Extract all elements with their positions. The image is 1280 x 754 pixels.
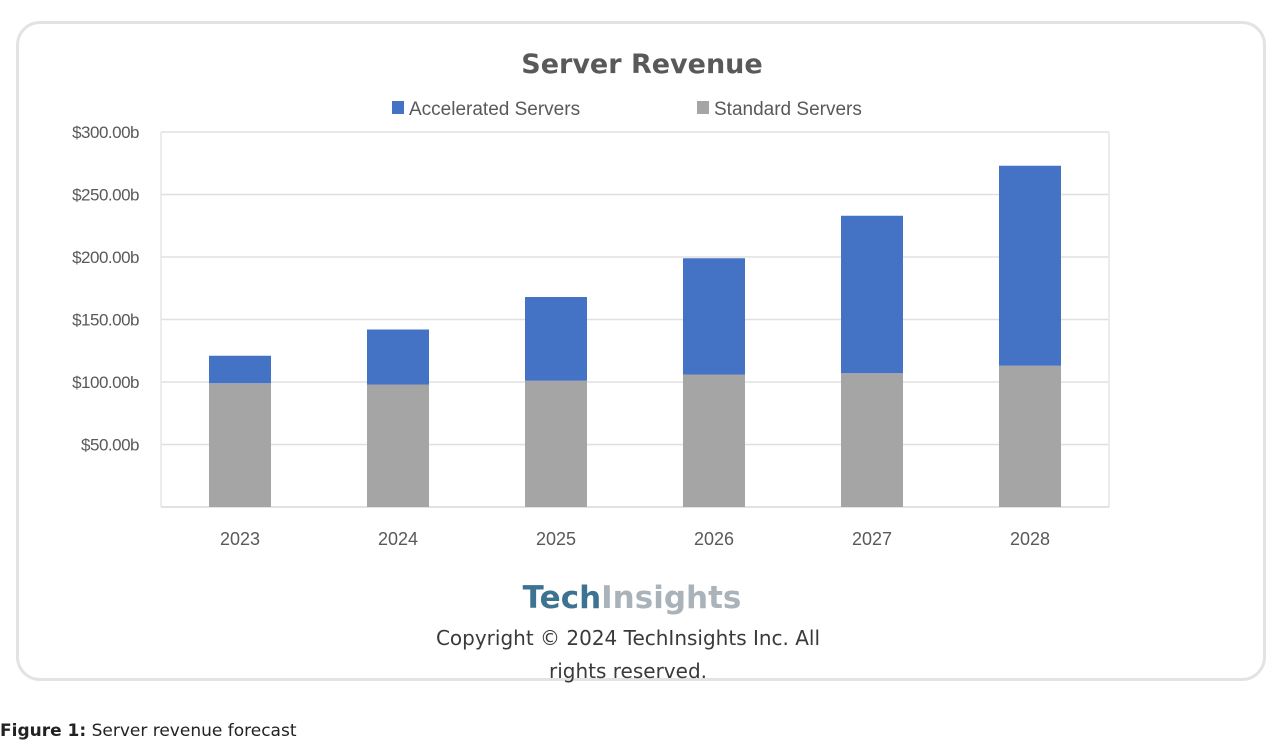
bar-accelerated-servers-2027 [841,215,903,374]
techinsights-logo: TechInsights [0,580,1264,616]
x-tick-label: 2026 [694,529,734,549]
legend-item-standard-servers: Standard Servers [697,99,862,120]
bar-standard-servers-2023 [209,383,271,507]
x-tick-label: 2027 [852,529,892,549]
y-tick-label: $200.00b [72,248,139,267]
caption-text: Server revenue forecast [86,721,297,741]
bar-accelerated-servers-2026 [683,258,745,375]
logo-tech: Tech [522,580,602,616]
logo-insights: Insights [601,580,742,616]
bar-standard-servers-2027 [841,373,903,507]
y-axis: $50.00b $100.00b $150.00b $200.00b $250.00b $… [72,123,139,455]
bar-accelerated-servers-2023 [209,355,271,384]
chart-title: Server Revenue [521,49,762,80]
copyright-line-1: Copyright © 2024 TechInsights Inc. All [435,626,821,650]
y-tick-label: $100.00b [72,373,139,392]
figure-caption: Figure 1: Server revenue forecast [0,721,296,741]
bar-standard-servers-2024 [367,384,429,507]
x-tick-label: 2024 [378,529,418,549]
bar-standard-servers-2025 [525,380,587,507]
legend-swatch [697,101,709,114]
server-revenue-chart: Server Revenue Accelerated Servers Standa… [72,49,1110,549]
bar-accelerated-servers-2025 [525,297,587,381]
bar-standard-servers-2026 [683,374,745,507]
caption-label: Figure 1: [0,721,87,741]
bar-standard-servers-2028 [999,365,1061,507]
x-tick-label: 2023 [220,529,260,549]
y-tick-label: $250.00b [72,186,139,205]
legend-label: Accelerated Servers [409,99,580,120]
legend-swatch [392,101,404,114]
x-tick-label: 2025 [536,529,576,549]
chart-legend: Accelerated Servers Standard Servers [392,99,862,120]
legend-item-accelerated-servers: Accelerated Servers [392,99,580,120]
legend-label: Standard Servers [714,99,862,120]
x-axis: 2023 2024 2025 2026 2027 2028 [220,529,1050,549]
gridlines [160,131,1110,508]
y-tick-label: $150.00b [72,311,139,330]
y-tick-label: $300.00b [72,123,139,142]
copyright-notice: Copyright © 2024 TechInsights Inc. All r… [0,622,1256,688]
y-tick-label: $50.00b [81,436,139,455]
bar-accelerated-servers-2028 [999,165,1061,366]
x-tick-label: 2028 [1010,529,1050,549]
bar-accelerated-servers-2024 [367,329,429,385]
bars [209,165,1061,507]
copyright-line-2: rights reserved. [549,659,707,683]
